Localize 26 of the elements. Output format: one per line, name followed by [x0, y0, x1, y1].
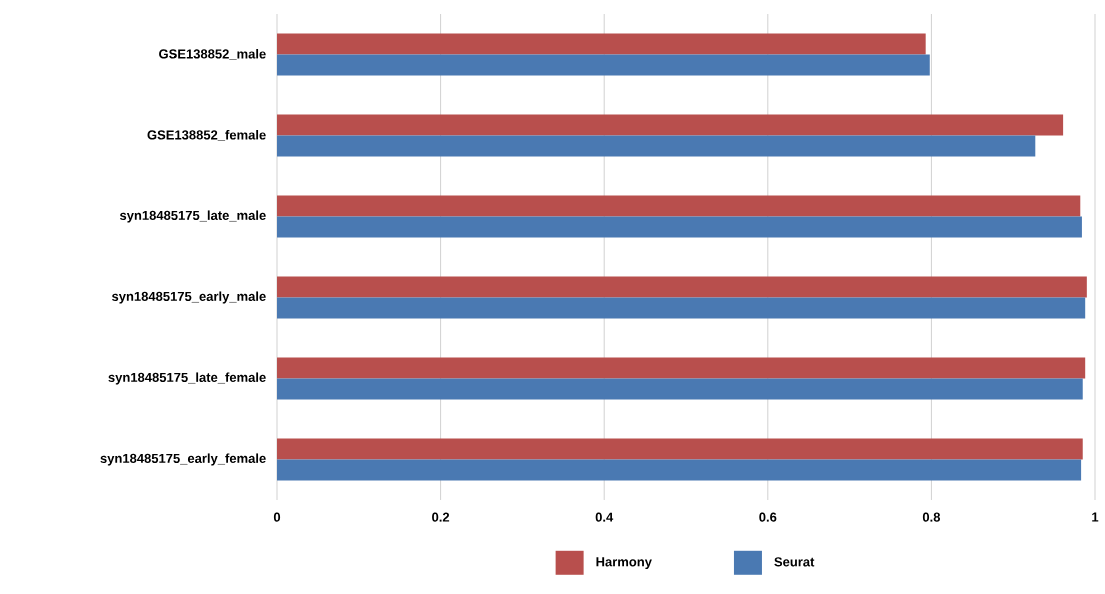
- x-tick-label: 0.8: [922, 512, 941, 522]
- legend-label: Harmony: [596, 557, 652, 569]
- bar: [277, 276, 1087, 298]
- y-tick-label: GSE138852_male: [159, 48, 266, 60]
- bar: [277, 357, 1086, 379]
- x-tick-label: 0.2: [432, 512, 450, 522]
- bar: [277, 135, 1036, 157]
- y-tick-label: syn18485175_late_male: [119, 210, 266, 223]
- bar: [277, 459, 1082, 481]
- bar: [277, 54, 930, 76]
- y-tick-label: syn18485175_early_male: [111, 291, 266, 304]
- bar: [277, 114, 1064, 136]
- x-tick-label: 0: [273, 512, 281, 522]
- y-tick-label: syn18485175_early_female: [100, 453, 266, 466]
- x-tick-label: 0.4: [595, 512, 614, 522]
- x-tick-label: 1: [1092, 512, 1099, 522]
- bar: [277, 216, 1082, 238]
- bar: [277, 195, 1081, 217]
- bar: [277, 297, 1086, 319]
- x-tick-label: 0.6: [759, 512, 777, 522]
- y-tick-label: syn18485175_late_female: [108, 372, 266, 385]
- y-tick-label: GSE138852_female: [147, 129, 266, 141]
- bar: [277, 33, 926, 55]
- legend-label: Seurat: [774, 557, 815, 567]
- bar: [277, 378, 1083, 400]
- bar: [277, 438, 1083, 460]
